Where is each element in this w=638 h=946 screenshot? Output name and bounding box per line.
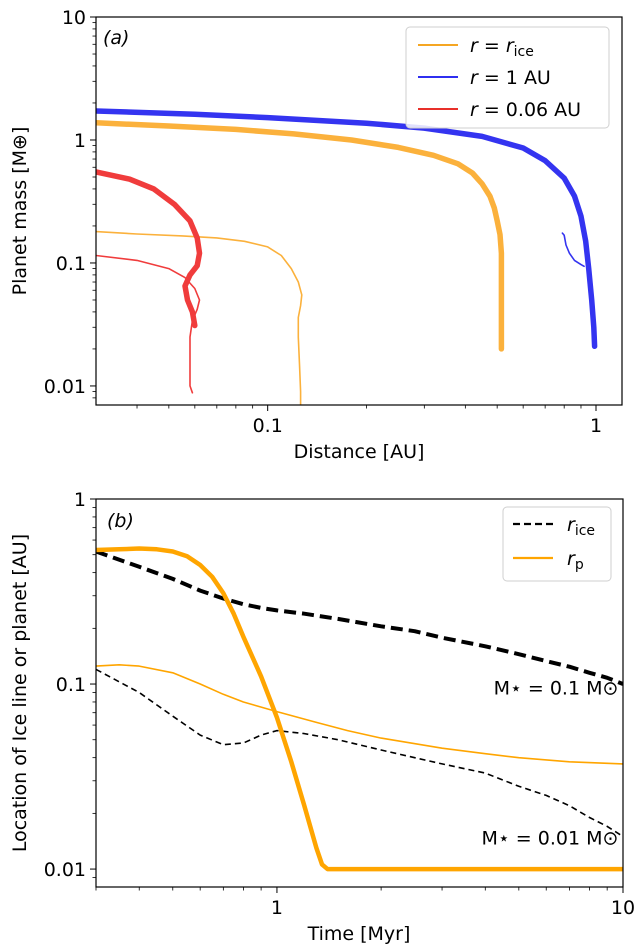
panel-a-xlabel: Distance [AU] bbox=[294, 441, 425, 463]
x-tick-label: 0.1 bbox=[253, 415, 283, 437]
panel-b-legend-box bbox=[502, 506, 612, 582]
x-tick-label: 10 bbox=[611, 897, 635, 919]
panel-a-series-line-3 bbox=[561, 232, 585, 268]
panel-b-axes-ticks: 1 10 0.01 0.1 1 bbox=[44, 489, 635, 919]
y-tick-label: 10 bbox=[62, 7, 86, 29]
legend-label-r-ice: rice bbox=[567, 514, 595, 539]
y-tick-label: 1 bbox=[74, 130, 86, 152]
annotation-0: M⋆ = 0.1 M⊙ bbox=[494, 677, 619, 699]
panel-b-ylabel: Location of Ice line or planet [AU] bbox=[9, 534, 31, 852]
panel-a-axes-ticks: 0.1 1 0.01 0.1 1 10 bbox=[44, 7, 602, 437]
legend-label-1au: r = 1 AU bbox=[470, 67, 551, 89]
panel-a-ylabel: Planet mass [M⊕] bbox=[9, 127, 31, 296]
y-tick-label: 1 bbox=[74, 489, 86, 511]
y-tick-label: 0.01 bbox=[44, 376, 86, 398]
y-tick-label: 0.1 bbox=[56, 674, 86, 696]
panel-a-series-line-5 bbox=[96, 254, 201, 394]
panel-b-series-line-1 bbox=[96, 668, 623, 838]
panel-b-series-line-3 bbox=[96, 664, 623, 765]
panel-a-series-line-4 bbox=[96, 169, 203, 329]
x-tick-label: 1 bbox=[271, 897, 283, 919]
panel-b-series bbox=[96, 546, 623, 872]
panel-a-frame bbox=[95, 16, 623, 406]
panel-a: 0.1 1 0.01 0.1 1 10 (a) Distance [AU] Planet … bbox=[9, 7, 623, 463]
panel-a-series bbox=[96, 108, 598, 405]
panel-b-label: (b) bbox=[107, 510, 134, 532]
panel-b-annotations: M⋆ = 0.1 M⊙ M⋆ = 0.01 M⊙ bbox=[481, 677, 618, 849]
y-tick-label: 0.1 bbox=[56, 253, 86, 275]
legend-label-r-p: rp bbox=[567, 548, 584, 573]
panel-a-legend-box bbox=[405, 26, 610, 129]
panel-b-legend: rice rp bbox=[502, 506, 612, 582]
legend-label-rice: r = rice bbox=[470, 35, 534, 60]
y-tick-label: 0.01 bbox=[44, 859, 86, 881]
panel-b: 1 10 0.01 0.1 1 (b) Time [Myr] Location of I… bbox=[9, 489, 635, 945]
panel-a-series-line-0 bbox=[96, 120, 505, 352]
legend-label-006au: r = 0.06 AU bbox=[470, 99, 581, 121]
annotation-1: M⋆ = 0.01 M⊙ bbox=[481, 827, 618, 849]
panel-b-series-line-0 bbox=[96, 549, 623, 686]
panel-b-frame bbox=[95, 498, 624, 888]
x-tick-label: 1 bbox=[590, 415, 602, 437]
panel-b-series-line-2 bbox=[96, 546, 623, 872]
panel-a-series-line-2 bbox=[96, 108, 598, 350]
panel-a-legend: r = rice r = 1 AU r = 0.06 AU bbox=[405, 26, 610, 129]
panel-a-label: (a) bbox=[103, 27, 129, 49]
panel-b-xlabel: Time [Myr] bbox=[307, 923, 411, 945]
